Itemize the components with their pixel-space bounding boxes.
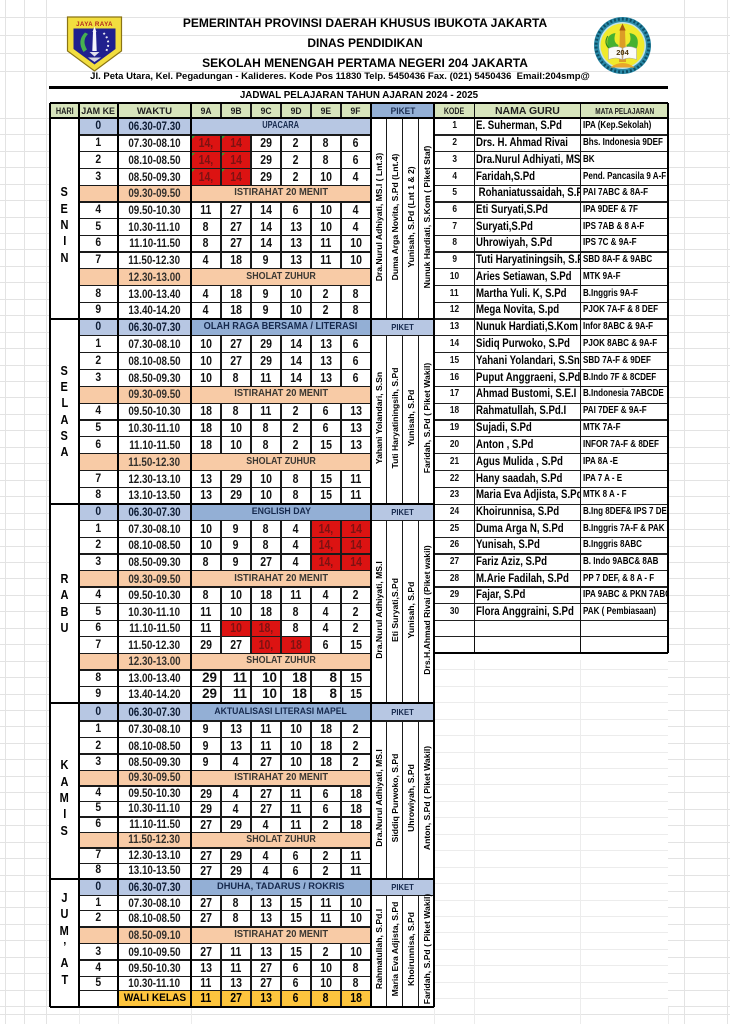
svg-text:JAYA RAYA: JAYA RAYA xyxy=(76,21,113,28)
svg-text:204: 204 xyxy=(616,48,629,57)
